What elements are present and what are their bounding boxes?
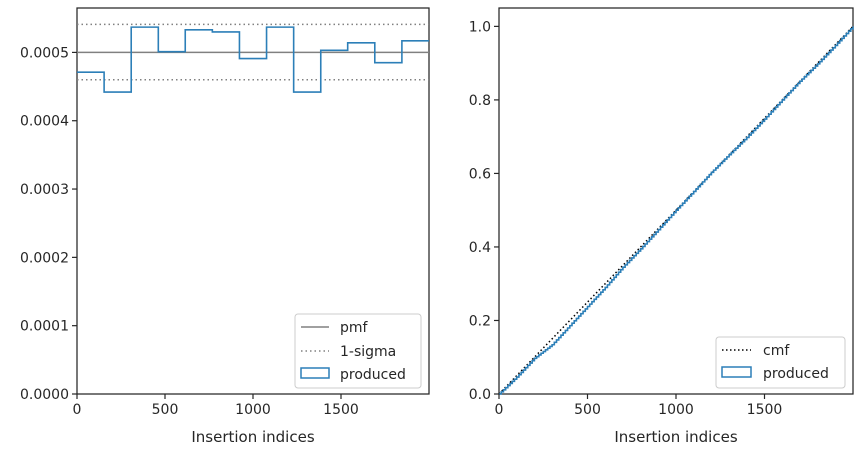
legend-label-cmf: cmf (763, 343, 790, 359)
histogram-panel: 0 500 1000 1500 0.00000.00010.00020.00030.0… (20, 7, 430, 446)
reference-lines (77, 23, 429, 81)
y-tick-label: 0.2 (469, 313, 491, 329)
x-ticks: 0 500 1000 1500 (73, 394, 359, 418)
x-axis-label: Insertion indices (614, 428, 737, 446)
legend-label-produced: produced (763, 366, 829, 382)
x-axis-label: Insertion indices (191, 428, 314, 446)
series-group (77, 26, 429, 93)
y-tick-label: 0.0003 (20, 182, 69, 198)
y-tick-label: 0.0000 (20, 387, 69, 403)
legend: cmf produced (715, 336, 846, 389)
legend-label-pmf: pmf (340, 320, 369, 336)
y-tick-label: 1.0 (469, 19, 491, 35)
produced-histogram-step (77, 26, 429, 93)
x-ticks: 0 500 1000 1500 (495, 394, 783, 418)
cdf-panel: 0 500 1000 1500 0.0 0.2 0.4 0.6 0.8 1.0 Insertio… (469, 7, 854, 446)
y-tick-label: 0.0001 (20, 319, 69, 335)
legend-box (715, 336, 846, 389)
y-ticks: 0.0 0.2 0.4 0.6 0.8 1.0 (469, 19, 499, 403)
x-tick-label: 500 (152, 402, 179, 418)
legend-swatch-produced (300, 367, 330, 379)
x-tick-label: 0 (73, 402, 82, 418)
y-tick-label: 0.0 (469, 387, 491, 403)
y-tick-label: 0.0005 (20, 45, 69, 61)
legend-box (294, 313, 422, 389)
x-tick-label: 1500 (747, 402, 783, 418)
y-tick-label: 0.6 (469, 166, 491, 182)
legend-label-produced: produced (340, 367, 406, 383)
x-tick-label: 0 (495, 402, 504, 418)
legend-swatch-produced (721, 366, 752, 378)
produced-cumulative-step (499, 26, 854, 395)
x-tick-label: 1000 (658, 402, 694, 418)
y-ticks: 0.0000 0.0001 0.0002 0.0003 0.0004 0.0005 (20, 45, 77, 403)
legend-label-1-sigma: 1-sigma (340, 344, 396, 360)
x-tick-label: 1000 (235, 402, 271, 418)
plot-frame (498, 7, 854, 395)
x-tick-label: 500 (574, 402, 601, 418)
series-group (498, 25, 854, 395)
legend: pmf 1-sigma produced (294, 313, 422, 389)
x-tick-label: 1500 (323, 402, 359, 418)
y-tick-label: 0.0002 (20, 250, 69, 266)
y-tick-label: 0.4 (469, 240, 491, 256)
y-tick-label: 0.0004 (20, 114, 69, 130)
y-tick-label: 0.8 (469, 93, 491, 109)
